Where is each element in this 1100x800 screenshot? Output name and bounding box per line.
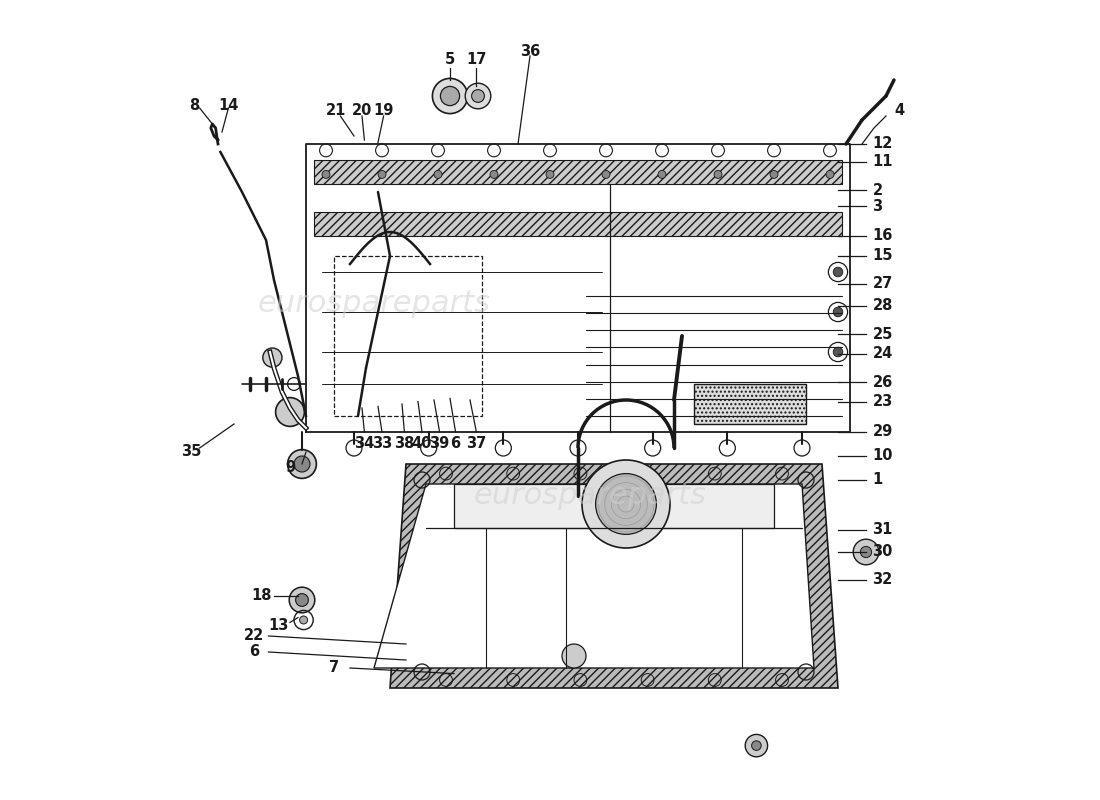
Text: eurospareparts: eurospareparts bbox=[257, 290, 491, 318]
Circle shape bbox=[322, 170, 330, 178]
Text: 3: 3 bbox=[872, 199, 882, 214]
Text: 35: 35 bbox=[182, 445, 201, 459]
Polygon shape bbox=[694, 384, 806, 424]
Text: 4: 4 bbox=[894, 103, 904, 118]
Circle shape bbox=[299, 616, 308, 624]
Polygon shape bbox=[374, 484, 814, 668]
Text: 34: 34 bbox=[354, 437, 374, 451]
Text: 39: 39 bbox=[429, 437, 450, 451]
Polygon shape bbox=[314, 160, 842, 184]
Text: 16: 16 bbox=[872, 229, 893, 243]
Text: 2: 2 bbox=[872, 183, 882, 198]
Text: 28: 28 bbox=[872, 298, 893, 313]
Text: 27: 27 bbox=[872, 277, 893, 291]
Circle shape bbox=[432, 78, 468, 114]
Circle shape bbox=[546, 170, 554, 178]
Polygon shape bbox=[454, 484, 774, 528]
Circle shape bbox=[465, 83, 491, 109]
Circle shape bbox=[745, 734, 768, 757]
Text: 29: 29 bbox=[872, 425, 893, 439]
Circle shape bbox=[296, 594, 308, 606]
Circle shape bbox=[770, 170, 778, 178]
Circle shape bbox=[602, 170, 610, 178]
Circle shape bbox=[833, 347, 843, 357]
Text: 31: 31 bbox=[872, 522, 893, 537]
Circle shape bbox=[833, 307, 843, 317]
Circle shape bbox=[440, 86, 460, 106]
Circle shape bbox=[287, 450, 317, 478]
Text: 21: 21 bbox=[326, 103, 345, 118]
Text: 26: 26 bbox=[872, 375, 893, 390]
Circle shape bbox=[276, 398, 305, 426]
Polygon shape bbox=[314, 212, 842, 236]
Circle shape bbox=[378, 170, 386, 178]
Text: 15: 15 bbox=[872, 249, 893, 263]
Text: 18: 18 bbox=[252, 589, 273, 603]
Circle shape bbox=[289, 587, 315, 613]
Text: 12: 12 bbox=[872, 137, 893, 151]
Text: 20: 20 bbox=[352, 103, 372, 118]
Text: 11: 11 bbox=[872, 154, 893, 169]
Text: 6: 6 bbox=[451, 437, 461, 451]
Text: 1: 1 bbox=[872, 473, 882, 487]
Circle shape bbox=[263, 348, 282, 367]
Circle shape bbox=[582, 460, 670, 548]
Text: 40: 40 bbox=[411, 437, 432, 451]
Text: 19: 19 bbox=[373, 103, 394, 118]
Text: 17: 17 bbox=[466, 53, 486, 67]
Circle shape bbox=[826, 170, 834, 178]
Circle shape bbox=[860, 546, 871, 558]
Text: 32: 32 bbox=[872, 573, 893, 587]
Text: 37: 37 bbox=[466, 437, 486, 451]
Text: 9: 9 bbox=[285, 461, 295, 475]
Text: 36: 36 bbox=[520, 45, 540, 59]
Circle shape bbox=[854, 539, 879, 565]
Circle shape bbox=[595, 474, 657, 534]
Text: eurospareparts: eurospareparts bbox=[473, 482, 706, 510]
Text: 7: 7 bbox=[329, 661, 339, 675]
Text: 38: 38 bbox=[394, 437, 415, 451]
Text: 10: 10 bbox=[872, 449, 893, 463]
Text: 30: 30 bbox=[872, 545, 893, 559]
Text: 6: 6 bbox=[249, 645, 260, 659]
Circle shape bbox=[472, 90, 484, 102]
Text: 25: 25 bbox=[872, 327, 893, 342]
Text: 23: 23 bbox=[872, 394, 893, 409]
Text: 33: 33 bbox=[372, 437, 392, 451]
Text: 22: 22 bbox=[244, 629, 264, 643]
Text: 13: 13 bbox=[267, 618, 288, 633]
Polygon shape bbox=[390, 464, 838, 688]
Text: 24: 24 bbox=[872, 346, 893, 361]
Circle shape bbox=[294, 456, 310, 472]
Text: 8: 8 bbox=[189, 98, 199, 113]
Circle shape bbox=[562, 644, 586, 668]
Text: 14: 14 bbox=[218, 98, 239, 113]
Text: 5: 5 bbox=[444, 53, 455, 67]
Circle shape bbox=[434, 170, 442, 178]
Circle shape bbox=[714, 170, 722, 178]
Circle shape bbox=[833, 267, 843, 277]
Circle shape bbox=[658, 170, 666, 178]
Circle shape bbox=[751, 741, 761, 750]
Circle shape bbox=[490, 170, 498, 178]
